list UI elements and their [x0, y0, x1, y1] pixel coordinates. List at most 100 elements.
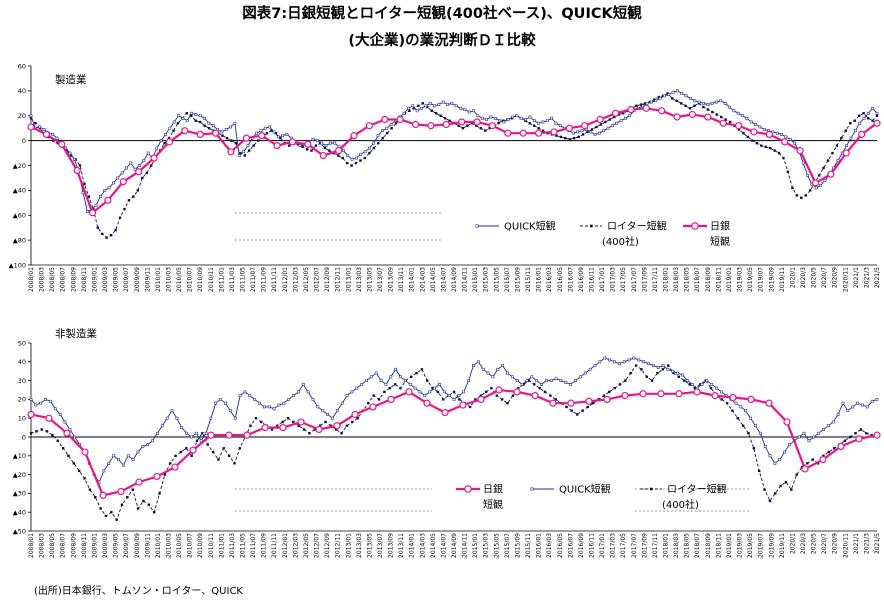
data-point-reuters: [599, 123, 603, 126]
x-tick-label: 2014/03: [419, 267, 426, 292]
data-point-quick: [637, 358, 641, 362]
data-point-reuters: [679, 102, 683, 105]
data-point-reuters: [688, 383, 691, 386]
data-point-quick: [793, 141, 796, 145]
x-tick-label: 2019/05: [747, 267, 754, 292]
data-point-reuters: [363, 156, 367, 160]
data-point-reuters: [843, 439, 847, 442]
data-point-tankan: [58, 140, 66, 148]
data-point-quick: [34, 403, 38, 407]
data-point-reuters: [528, 122, 531, 125]
data-point-quick: [219, 397, 223, 401]
data-point-reuters: [286, 417, 290, 420]
x-tick-label: 2017/11: [652, 267, 659, 292]
data-point-quick: [676, 89, 679, 93]
data-point-tankan: [585, 397, 593, 405]
data-point-quick: [198, 114, 202, 118]
data-point-reuters: [522, 383, 525, 386]
legend: 日銀短観 QUICK短観 ロイター短観 (400社): [456, 483, 727, 511]
data-point-reuters: [345, 424, 349, 427]
data-point-quick: [788, 137, 792, 141]
data-point-quick: [354, 156, 358, 160]
data-point-reuters: [675, 99, 678, 103]
data-point-reuters: [243, 154, 246, 157]
data-point-reuters: [741, 424, 745, 427]
data-point-quick: [121, 463, 125, 467]
data-point-quick: [720, 390, 723, 394]
x-tick-label: 2020/1: [789, 267, 796, 288]
data-point-reuters: [466, 124, 469, 127]
data-point-tankan: [611, 109, 620, 117]
data-point-quick: [428, 101, 432, 105]
data-point-tankan: [81, 448, 89, 456]
data-point-quick: [773, 461, 777, 465]
data-point-quick: [450, 101, 454, 105]
data-point-quick: [593, 133, 597, 136]
data-point-tankan: [837, 442, 845, 450]
data-point-reuters: [859, 428, 863, 431]
data-point-quick: [297, 390, 300, 394]
data-point-quick: [749, 120, 753, 124]
data-point-reuters: [274, 131, 278, 135]
data-point-quick: [697, 100, 701, 104]
data-point-tankan: [369, 403, 377, 411]
data-point-quick: [866, 111, 870, 115]
y-tick-label: 0: [22, 433, 26, 441]
data-point-quick: [663, 94, 666, 98]
x-tick-label: 2017/01: [599, 267, 606, 292]
data-point-reuters: [105, 236, 108, 239]
y-tick-label: 30: [18, 377, 26, 385]
data-point-reuters: [434, 112, 438, 115]
data-point-tankan: [27, 410, 35, 419]
data-point-quick: [645, 101, 649, 105]
data-point-quick: [242, 150, 245, 154]
data-point-reuters: [92, 207, 95, 211]
data-point-quick: [870, 399, 874, 403]
data-point-quick: [255, 131, 259, 135]
data-point-tankan: [207, 431, 215, 439]
data-point-reuters: [699, 383, 702, 386]
data-point-reuters: [511, 394, 515, 397]
legend-marker-tankan: [464, 485, 472, 493]
x-tick-label: 2008/07: [60, 533, 67, 558]
data-point-reuters: [324, 420, 327, 424]
data-point-reuters: [720, 398, 723, 401]
data-point-reuters: [774, 492, 777, 495]
data-point-quick: [797, 435, 801, 439]
data-point-reuters: [458, 398, 461, 401]
x-tick-label: 2018/09: [705, 533, 712, 558]
data-point-quick: [376, 134, 380, 138]
data-point-reuters: [340, 432, 343, 435]
data-point-tankan: [63, 429, 71, 437]
data-point-reuters: [201, 432, 204, 435]
data-point-reuters: [688, 107, 692, 110]
data-point-tankan: [150, 154, 158, 162]
data-point-quick: [719, 99, 723, 103]
x-tick-label: 2016/05: [557, 533, 564, 558]
data-point-quick: [768, 454, 772, 458]
data-point-tankan: [117, 487, 125, 496]
data-point-quick: [486, 371, 490, 375]
data-point-reuters: [590, 128, 594, 131]
data-point-quick: [346, 154, 350, 157]
data-point-quick: [812, 435, 816, 439]
data-point-quick: [806, 174, 809, 177]
data-point-quick: [535, 379, 539, 383]
data-point-reuters: [736, 417, 739, 420]
x-tick-label: 2012/03: [292, 533, 299, 558]
data-point-reuters: [233, 462, 236, 465]
data-point-reuters: [297, 424, 300, 427]
data-point-quick: [702, 101, 705, 105]
data-point-reuters: [78, 164, 82, 167]
data-point-quick: [136, 450, 140, 454]
data-point-reuters: [341, 156, 344, 160]
data-point-reuters: [849, 122, 852, 125]
x-tick-label: 2018/07: [694, 267, 701, 292]
data-point-quick: [228, 409, 232, 413]
data-point-reuters: [167, 136, 171, 140]
data-point-reuters: [672, 371, 675, 375]
data-point-reuters: [800, 196, 803, 200]
data-point-quick: [298, 144, 302, 148]
data-point-reuters: [608, 390, 611, 394]
series-reuters: [29, 92, 879, 239]
